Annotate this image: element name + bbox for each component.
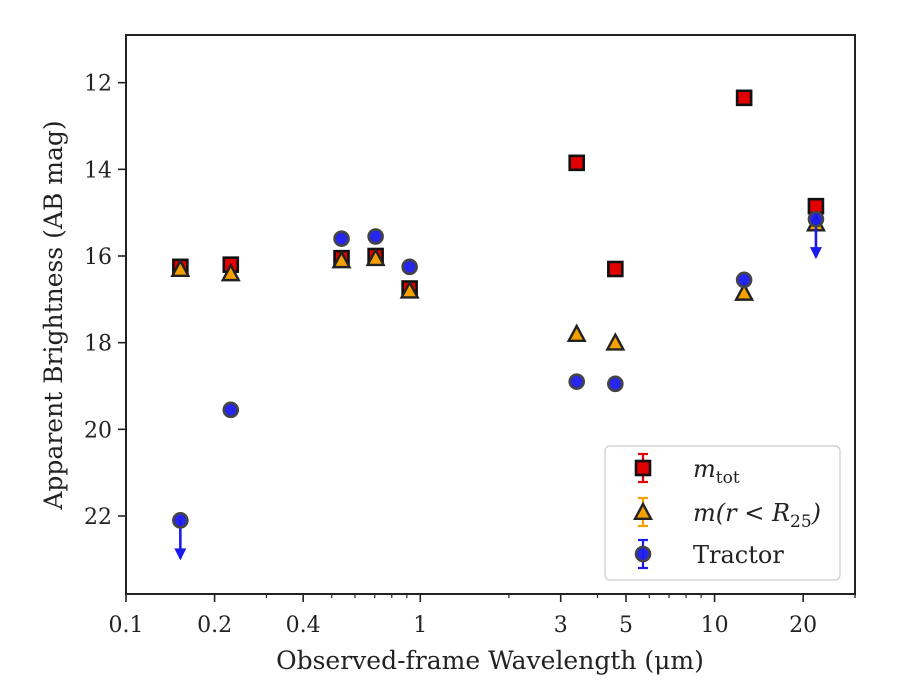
data-point-triangle (399, 280, 420, 299)
legend-box (604, 445, 841, 581)
series-circle (172, 210, 825, 561)
data-point-square (568, 154, 586, 172)
legend-label: mtot (693, 455, 740, 488)
y-tick-label: 14 (84, 158, 112, 183)
x-tick-label: 0.4 (286, 613, 321, 638)
x-tick-label: 0.1 (109, 613, 144, 638)
data-point-circle (735, 271, 753, 289)
data-point-square (607, 260, 624, 278)
legend: mtot m(r < R25) Tractor (604, 445, 841, 581)
data-point-circle (607, 375, 624, 393)
plot-marks (170, 89, 826, 561)
legend-marker-triangle (632, 501, 654, 520)
x-tick-label: 1 (413, 613, 427, 638)
data-point-circle (333, 230, 350, 247)
legend-marker-square (634, 459, 652, 477)
data-point-circle (568, 373, 586, 390)
data-point-circle (807, 210, 825, 228)
data-point-square (735, 89, 753, 107)
x-axis-label: Observed-frame Wavelength (μm) (276, 646, 704, 675)
upper-limit-arrowhead (174, 548, 187, 561)
data-point-circle (367, 228, 384, 245)
x-tick-label: 5 (619, 613, 633, 638)
axis-ticks: 0.1 0.2 0.4 1 3 5 10 20 12 14 16 18 20 22 (84, 72, 856, 638)
data-point-triangle (331, 249, 352, 269)
data-point-triangle (170, 258, 191, 277)
data-point-circle (222, 401, 240, 419)
legend-marker-circle (634, 545, 652, 563)
legend-label: m(r < R25) (693, 499, 821, 532)
data-point-circle (401, 258, 418, 276)
series-triangle (170, 212, 826, 351)
y-tick-label: 12 (84, 72, 112, 97)
data-point-triangle (734, 282, 755, 301)
y-axis-label: Apparent Brightness (AB mag) (39, 120, 68, 510)
x-tick-label: 10 (701, 613, 729, 638)
plot-frame (125, 34, 856, 595)
data-point-triangle (365, 247, 386, 267)
legend-label: Tractor (693, 541, 784, 569)
x-tick-label: 20 (789, 613, 817, 638)
y-tick-label: 16 (84, 245, 112, 270)
data-point-circle (172, 512, 189, 529)
y-tick-label: 18 (84, 332, 112, 357)
x-tick-label: 3 (554, 613, 568, 638)
y-tick-label: 22 (84, 505, 112, 530)
data-point-triangle (566, 323, 587, 342)
y-tick-label: 20 (84, 418, 112, 443)
data-point-triangle (220, 262, 241, 282)
upper-limit-arrowhead (809, 247, 822, 260)
x-tick-label: 0.2 (197, 613, 232, 638)
data-point-triangle (605, 332, 626, 351)
